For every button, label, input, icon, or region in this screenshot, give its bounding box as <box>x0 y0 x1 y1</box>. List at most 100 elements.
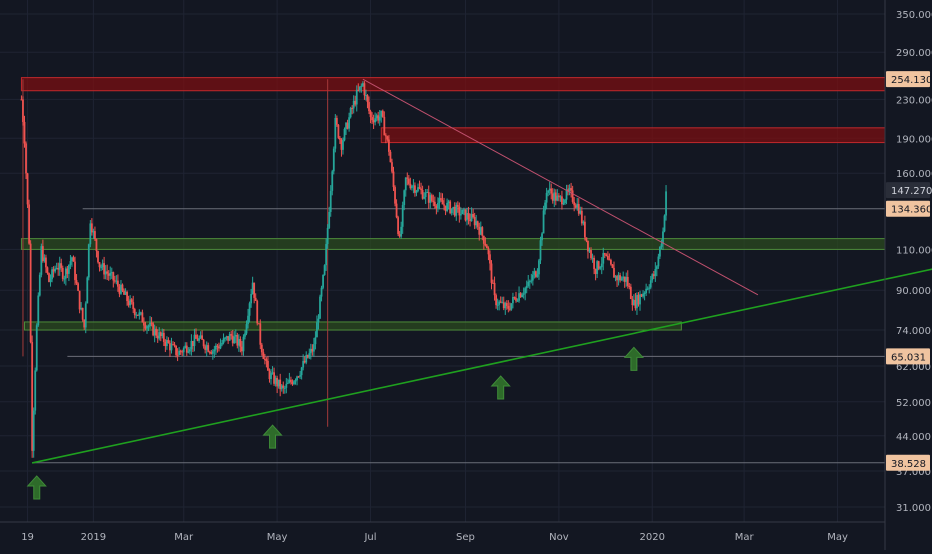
candle[interactable] <box>267 356 269 371</box>
candle[interactable] <box>29 240 32 344</box>
candle[interactable] <box>43 254 46 263</box>
candle[interactable] <box>161 328 164 339</box>
candle[interactable] <box>337 123 340 140</box>
candle[interactable] <box>253 282 256 304</box>
candle[interactable] <box>456 201 459 213</box>
candle[interactable] <box>495 293 497 309</box>
candle[interactable] <box>470 207 473 222</box>
candle[interactable] <box>104 265 107 280</box>
candle[interactable] <box>577 198 580 216</box>
candle[interactable] <box>437 197 439 213</box>
candle[interactable] <box>277 379 280 389</box>
candle[interactable] <box>116 274 119 292</box>
candle[interactable] <box>146 324 148 334</box>
up-arrow-icon[interactable] <box>262 424 283 449</box>
candle[interactable] <box>132 295 135 314</box>
candle[interactable] <box>48 272 50 283</box>
candle[interactable] <box>262 348 265 360</box>
candle[interactable] <box>504 301 507 315</box>
candle[interactable] <box>620 276 623 281</box>
candle[interactable] <box>554 189 557 206</box>
candle[interactable] <box>211 349 214 360</box>
candle[interactable] <box>94 226 96 241</box>
candle[interactable] <box>467 206 470 225</box>
candle[interactable] <box>397 215 399 237</box>
candle[interactable] <box>339 135 341 144</box>
candle[interactable] <box>38 272 41 297</box>
candle[interactable] <box>545 187 548 210</box>
candle[interactable] <box>149 316 151 329</box>
candle[interactable] <box>100 264 102 272</box>
candle[interactable] <box>475 214 478 229</box>
candle[interactable] <box>351 105 354 115</box>
candle[interactable] <box>317 314 320 330</box>
candle[interactable] <box>107 270 110 281</box>
candle[interactable] <box>559 195 562 202</box>
candle[interactable] <box>113 275 116 284</box>
candle[interactable] <box>479 221 482 236</box>
candle[interactable] <box>182 346 185 357</box>
candle[interactable] <box>57 262 60 276</box>
candle[interactable] <box>365 89 367 101</box>
candle[interactable] <box>80 302 83 311</box>
candle[interactable] <box>81 307 84 322</box>
candle[interactable] <box>421 185 424 200</box>
candle[interactable] <box>320 285 323 302</box>
candle[interactable] <box>588 247 591 253</box>
candle[interactable] <box>55 262 58 270</box>
candle[interactable] <box>71 256 73 267</box>
candle[interactable] <box>279 373 282 397</box>
candle[interactable] <box>138 309 141 320</box>
candle[interactable] <box>542 205 545 234</box>
candle[interactable] <box>300 366 303 380</box>
candle[interactable] <box>663 214 666 233</box>
candle[interactable] <box>325 238 328 271</box>
candle[interactable] <box>599 265 602 271</box>
candle[interactable] <box>582 220 585 226</box>
candle[interactable] <box>98 262 101 272</box>
candle[interactable] <box>51 266 53 283</box>
candle[interactable] <box>447 199 450 210</box>
candle[interactable] <box>326 224 329 249</box>
candle[interactable] <box>440 192 442 202</box>
candle[interactable] <box>593 255 595 275</box>
candle[interactable] <box>623 276 626 288</box>
candle[interactable] <box>225 335 228 341</box>
candle[interactable] <box>345 122 347 135</box>
candle[interactable] <box>590 247 592 261</box>
candle[interactable] <box>626 270 629 289</box>
candle[interactable] <box>309 343 312 360</box>
candle[interactable] <box>101 259 104 271</box>
candle[interactable] <box>234 329 237 344</box>
candle[interactable] <box>231 330 234 347</box>
candle[interactable] <box>407 174 410 186</box>
candle[interactable] <box>248 301 251 323</box>
candle[interactable] <box>86 276 89 304</box>
candle[interactable] <box>527 274 530 288</box>
candle[interactable] <box>196 334 199 342</box>
candle[interactable] <box>270 368 272 385</box>
candle[interactable] <box>449 199 452 215</box>
candle[interactable] <box>245 320 248 336</box>
candle[interactable] <box>31 335 34 458</box>
candle[interactable] <box>323 264 326 276</box>
up-arrow-icon[interactable] <box>26 475 47 500</box>
candle[interactable] <box>329 185 332 217</box>
candle[interactable] <box>355 85 358 112</box>
candle[interactable] <box>69 254 72 270</box>
candle[interactable] <box>613 261 615 278</box>
candle[interactable] <box>52 266 55 278</box>
candle[interactable] <box>306 354 309 359</box>
candle[interactable] <box>302 354 305 371</box>
candle[interactable] <box>516 298 519 302</box>
candle[interactable] <box>498 299 501 311</box>
candle[interactable] <box>394 185 396 207</box>
candle[interactable] <box>646 286 649 291</box>
candle[interactable] <box>136 314 139 317</box>
up-arrow-icon[interactable] <box>490 375 511 400</box>
candle[interactable] <box>576 197 579 211</box>
candle[interactable] <box>135 311 138 319</box>
candle[interactable] <box>561 190 563 210</box>
resistance-zone[interactable] <box>20 77 886 92</box>
candle[interactable] <box>502 296 505 311</box>
